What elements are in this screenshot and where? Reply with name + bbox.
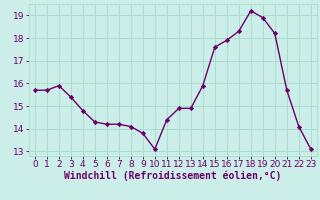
X-axis label: Windchill (Refroidissement éolien,°C): Windchill (Refroidissement éolien,°C) bbox=[64, 171, 282, 181]
